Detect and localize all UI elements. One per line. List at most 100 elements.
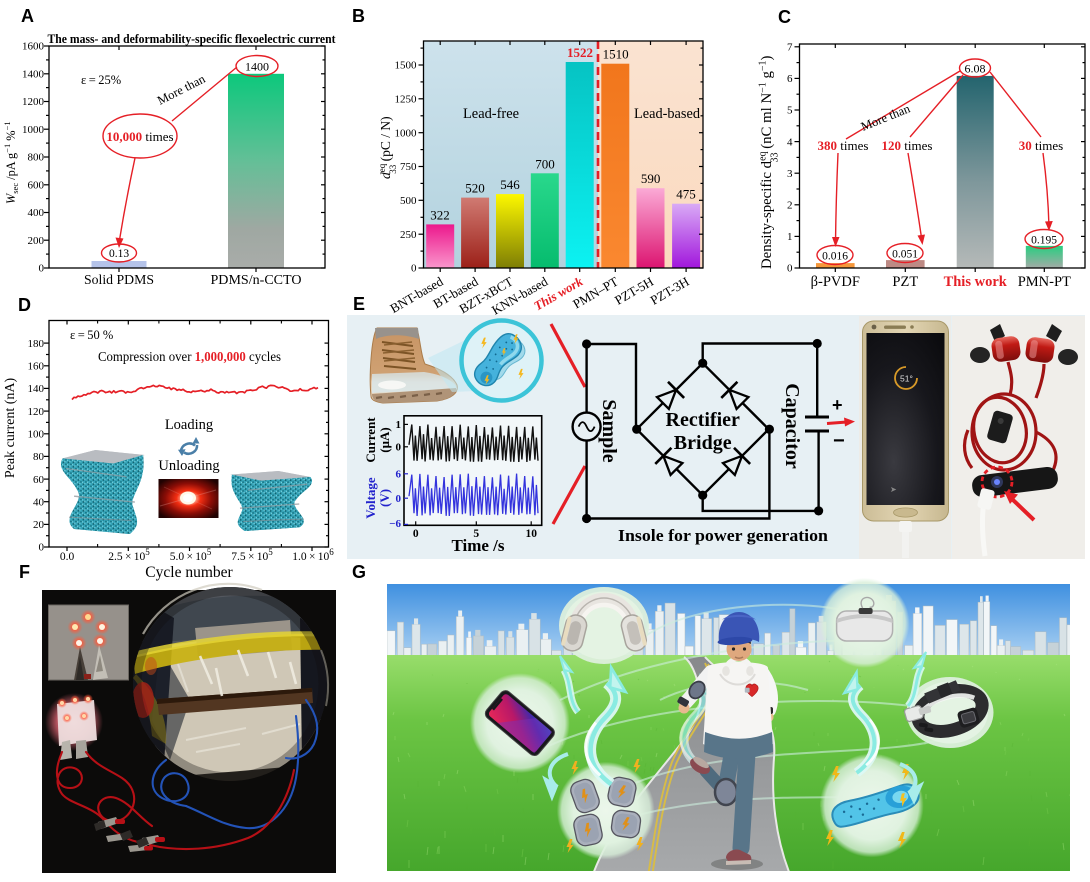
svg-text:2.5 × 105: 2.5 × 105 [108, 547, 150, 563]
svg-text:1400: 1400 [22, 69, 45, 81]
svg-text:deq33 (pC / N): deq33 (pC / N) [377, 116, 398, 179]
svg-text:1522: 1522 [567, 45, 593, 60]
svg-text:Solid PDMS: Solid PDMS [84, 272, 154, 287]
svg-text:B: B [352, 6, 365, 26]
svg-text:120 times: 120 times [882, 138, 933, 153]
svg-text:0: 0 [396, 442, 402, 454]
svg-text:20: 20 [33, 519, 45, 531]
svg-text:10,000 times: 10,000 times [106, 129, 173, 144]
svg-text:6: 6 [396, 469, 402, 481]
svg-text:1250: 1250 [395, 94, 418, 106]
svg-text:5: 5 [473, 528, 479, 540]
svg-text:0: 0 [39, 263, 45, 275]
svg-text:The mass- and deformability-sp: The mass- and deformability-specific fle… [48, 32, 337, 46]
svg-text:800: 800 [28, 152, 45, 164]
svg-text:1500: 1500 [395, 60, 418, 72]
svg-text:1200: 1200 [22, 96, 45, 108]
svg-text:7: 7 [787, 42, 793, 54]
svg-text:Current: Current [363, 417, 378, 463]
svg-text:590: 590 [641, 171, 661, 186]
svg-text:Lead-based: Lead-based [634, 106, 700, 122]
svg-text:500: 500 [400, 195, 417, 207]
svg-text:40: 40 [33, 496, 45, 508]
svg-text:60: 60 [33, 474, 45, 486]
svg-text:Bridge: Bridge [674, 432, 732, 454]
svg-text:1510: 1510 [603, 47, 629, 62]
svg-text:0: 0 [411, 263, 417, 275]
svg-text:ε = 50 %: ε = 50 % [70, 328, 113, 342]
svg-text:Compression over 1,000,000 cyc: Compression over 1,000,000 cycles [98, 349, 281, 364]
svg-text:β-PVDF: β-PVDF [811, 274, 860, 290]
svg-text:Wsec /pA g−1 %−1: Wsec /pA g−1 %−1 [2, 121, 20, 204]
svg-text:Time /s: Time /s [451, 536, 504, 555]
svg-text:0.051: 0.051 [892, 249, 918, 261]
svg-text:2: 2 [787, 200, 793, 212]
svg-text:(μA): (μA) [377, 427, 392, 452]
svg-text:1000: 1000 [395, 127, 418, 139]
svg-text:+: + [832, 395, 843, 415]
svg-text:0: 0 [413, 528, 419, 540]
svg-text:100: 100 [28, 428, 45, 440]
svg-text:250: 250 [400, 229, 417, 241]
svg-text:0: 0 [396, 493, 402, 505]
svg-text:180: 180 [28, 338, 45, 350]
svg-text:0.195: 0.195 [1031, 235, 1057, 247]
svg-text:5.0 × 105: 5.0 × 105 [170, 547, 212, 563]
svg-text:F: F [19, 562, 30, 582]
svg-text:1: 1 [396, 419, 402, 431]
svg-text:D: D [18, 295, 31, 315]
svg-text:0: 0 [787, 263, 793, 275]
svg-text:0.0: 0.0 [60, 551, 75, 563]
svg-text:750: 750 [400, 161, 417, 173]
svg-text:520: 520 [465, 181, 485, 196]
svg-text:1400: 1400 [245, 60, 269, 74]
svg-text:6: 6 [787, 73, 793, 85]
svg-text:PDMS/n-CCTO: PDMS/n-CCTO [211, 272, 302, 287]
svg-text:(V): (V) [377, 489, 392, 507]
svg-text:3: 3 [787, 168, 793, 180]
svg-text:G: G [352, 562, 366, 582]
svg-text:10: 10 [525, 528, 537, 540]
svg-text:400: 400 [28, 207, 45, 219]
svg-text:Loading: Loading [165, 417, 213, 433]
svg-text:−: − [833, 430, 845, 452]
svg-text:Cycle number: Cycle number [145, 564, 233, 581]
svg-text:4: 4 [787, 136, 793, 148]
svg-text:700: 700 [535, 156, 555, 171]
svg-text:1600: 1600 [22, 41, 45, 53]
svg-text:160: 160 [28, 361, 45, 373]
svg-text:322: 322 [430, 207, 450, 222]
svg-text:Unloading: Unloading [158, 458, 219, 474]
svg-text:0.016: 0.016 [822, 251, 848, 263]
svg-text:Rectifier: Rectifier [666, 409, 741, 431]
svg-text:A: A [21, 6, 34, 26]
svg-text:600: 600 [28, 179, 45, 191]
svg-text:6.08: 6.08 [965, 62, 986, 76]
svg-text:−6: −6 [389, 518, 401, 530]
svg-text:➤: ➤ [890, 485, 897, 494]
svg-text:200: 200 [28, 235, 45, 247]
svg-text:475: 475 [676, 187, 696, 202]
svg-text:5: 5 [787, 105, 793, 117]
svg-text:PMN-PT: PMN-PT [1018, 274, 1071, 290]
svg-text:Sample: Sample [598, 399, 620, 462]
svg-text:Voltage: Voltage [363, 477, 378, 519]
svg-text:Capacitor: Capacitor [781, 383, 803, 469]
svg-text:7.5 × 105: 7.5 × 105 [231, 547, 273, 563]
svg-text:51°: 51° [900, 374, 913, 384]
svg-text:140: 140 [28, 383, 45, 395]
svg-text:80: 80 [33, 451, 45, 463]
svg-text:1000: 1000 [22, 124, 45, 136]
svg-text:120: 120 [28, 406, 45, 418]
svg-text:30 times: 30 times [1019, 138, 1063, 153]
svg-text:546: 546 [500, 177, 520, 192]
svg-text:1: 1 [787, 231, 793, 243]
svg-text:This work: This work [944, 274, 1008, 290]
svg-text:C: C [778, 7, 791, 27]
svg-text:ε = 25%: ε = 25% [81, 73, 121, 87]
svg-text:Insole for power generation: Insole for power generation [618, 526, 829, 545]
svg-text:Lead-free: Lead-free [463, 106, 519, 122]
svg-text:380 times: 380 times [818, 138, 869, 153]
svg-text:0: 0 [39, 542, 45, 554]
svg-text:PZT: PZT [892, 274, 918, 290]
